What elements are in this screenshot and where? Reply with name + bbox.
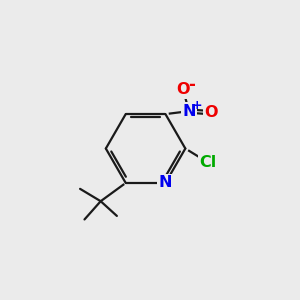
Text: -: - (188, 76, 195, 94)
Text: +: + (192, 99, 202, 112)
Text: O: O (176, 82, 190, 98)
Text: Cl: Cl (200, 155, 217, 170)
Text: N: N (182, 104, 196, 119)
Text: O: O (204, 105, 218, 120)
Text: N: N (159, 176, 172, 190)
